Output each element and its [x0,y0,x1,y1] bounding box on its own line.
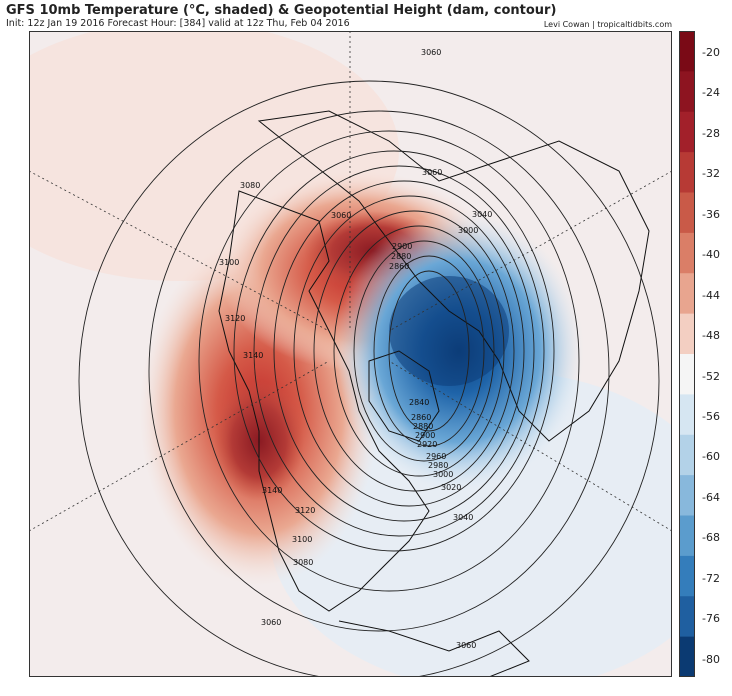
colorbar-swatch [679,313,695,355]
contour [253,165,545,537]
contour-label: 3000 [433,470,453,479]
colorbar-labels: -20 -24 -28 -32 -36 -40 -44 -48 -52 -56 … [695,31,732,677]
map-frame [29,31,672,677]
contour [233,150,555,552]
coastline-south [338,620,530,677]
colorbar-label: -64 [702,491,720,504]
colorbar-swatch [679,31,695,72]
contour-label: 3060 [422,168,442,177]
contour-label: 3060 [261,618,281,627]
meridian-line [29,170,330,332]
colorbar-label: -20 [702,46,720,59]
colorbar-swatch [679,71,695,113]
colorbar-swatch [679,555,695,597]
contour-label: 3100 [219,258,239,267]
contour-label: 3000 [458,226,478,235]
contour-label: 2980 [428,461,448,470]
colorbar [679,31,695,677]
colorbar-label: -68 [702,531,720,544]
contour [353,240,495,462]
contour-label: 3040 [453,513,473,522]
contour [388,270,470,432]
colorbar-swatch [679,111,695,153]
contour-label: 3060 [421,48,441,57]
colorbar-label: -36 [702,208,720,221]
contour [313,210,515,492]
contour-label: 2860 [389,262,409,271]
colorbar-swatch [679,636,695,677]
colorbar-label: -80 [702,653,720,666]
contour [148,110,610,632]
meridian-line [388,360,672,532]
chart-subtitle: Init: 12z Jan 19 2016 Forecast Hour: [38… [6,18,350,29]
coastline-greenland [368,350,440,442]
colorbar-label: -72 [702,572,720,585]
contour-label: 3080 [240,181,260,190]
colorbar-label: -28 [702,127,720,140]
coastline-eurasia [257,110,650,442]
contour-label: 3140 [243,351,263,360]
colorbar-swatch [679,434,695,476]
coastline-north-america [218,190,430,612]
contour-label: 3080 [293,558,313,567]
colorbar-label: -76 [702,612,720,625]
contour [78,80,660,677]
contour-label: 3040 [472,210,492,219]
polar-map: 3060 3060 3080 3060 3040 3000 2900 2880 … [29,31,672,677]
contour-label: 2900 [392,242,412,251]
contour-label: 3060 [331,211,351,220]
colorbar-swatch [679,232,695,274]
contour-label: 2960 [426,452,446,461]
contour-label: 2840 [409,398,429,407]
colorbar-swatch [679,475,695,517]
colorbar-label: -48 [702,329,720,342]
colorbar-swatch [679,192,695,234]
contour [373,255,485,447]
contour-label: 3020 [441,483,461,492]
contour-label: 3120 [295,506,315,515]
contour-label: 3060 [456,641,476,650]
contour-label: 2880 [391,252,411,261]
colorbar-frame [679,31,695,677]
cold-vortex-core [389,276,509,386]
colorbar-label: -32 [702,167,720,180]
colorbar-label: -52 [702,370,720,383]
contour-label: 2880 [413,422,433,431]
colorbar-swatch [679,596,695,638]
colorbar-swatch [679,273,695,315]
meridian-line [388,170,672,332]
contour [333,225,505,477]
colorbar-label: -44 [702,289,720,302]
colorbar-label: -56 [702,410,720,423]
chart-title: GFS 10mb Temperature (°C, shaded) & Geop… [6,3,557,18]
colorbar-swatch [679,354,695,395]
colorbar-swatch [679,515,695,557]
colorbar-swatch [679,394,695,436]
contour [293,195,525,507]
credit-text: Levi Cowan | tropicaltidbits.com [543,20,672,29]
height-contours [78,80,660,677]
colorbar-label: -40 [702,248,720,261]
colorbar-label: -60 [702,450,720,463]
contour-label: 3140 [262,486,282,495]
contour-label: 2920 [417,440,437,449]
colorbar-label: -24 [702,86,720,99]
contour-label: 2860 [411,413,431,422]
contour-label: 2900 [415,431,435,440]
contour-label: 3120 [225,314,245,323]
colorbar-swatch [679,152,695,194]
contour-label: 3100 [292,535,312,544]
contour [198,130,580,592]
contour [273,180,535,522]
